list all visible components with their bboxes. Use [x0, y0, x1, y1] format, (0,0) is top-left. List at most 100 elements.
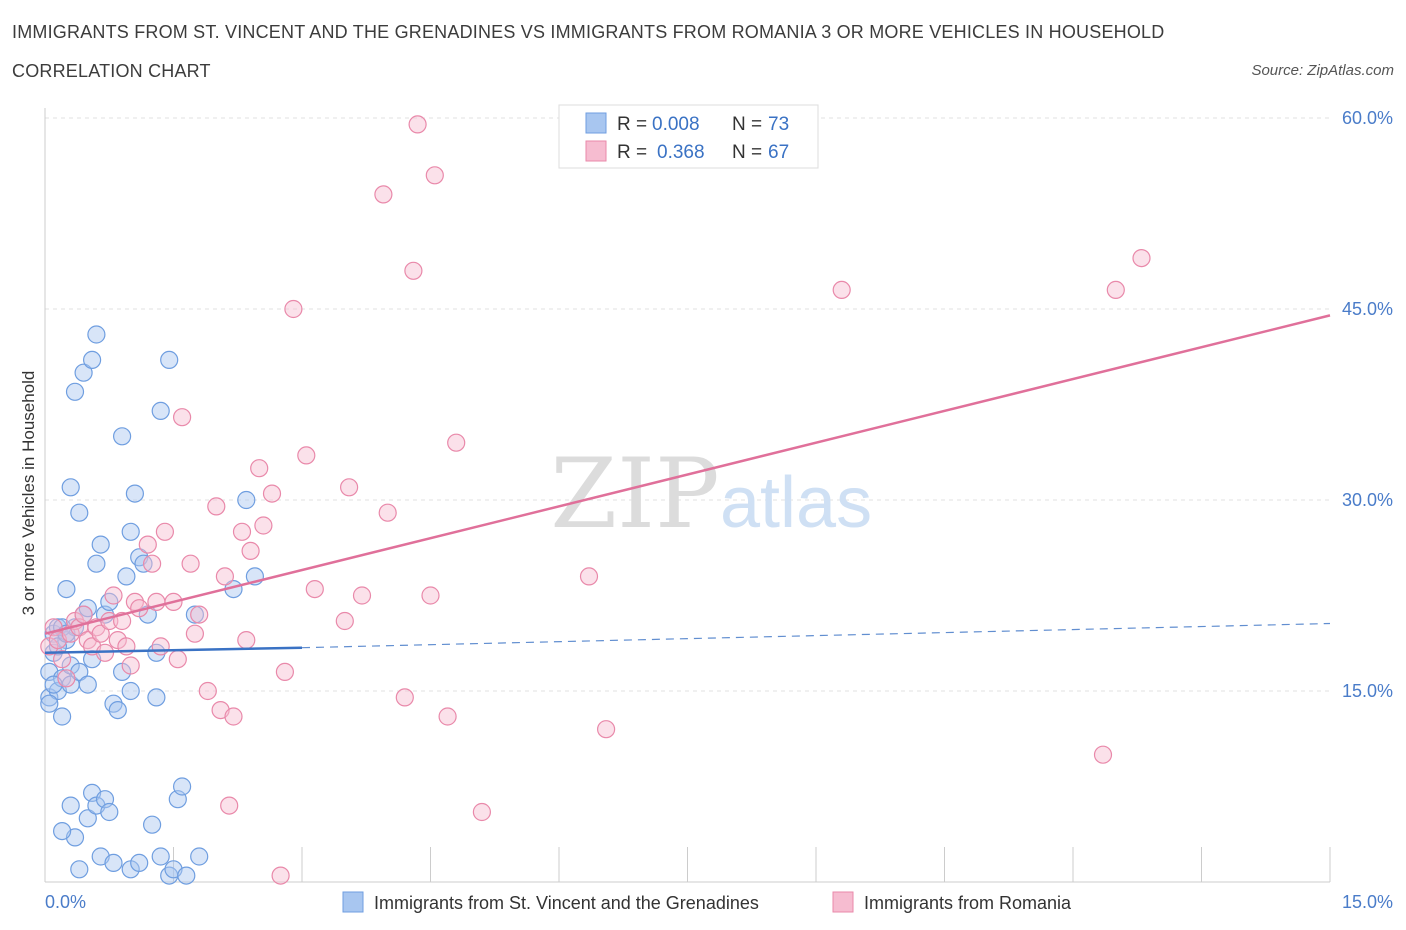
point-series-1-43: [185, 605, 204, 624]
y-tick-label-3: 60.0%: [1342, 108, 1393, 128]
point-series-2-47: [284, 299, 303, 319]
y-tick-label-0: 15.0%: [1342, 681, 1393, 701]
point-series-1-72: [52, 821, 72, 841]
point-series-2-19: [121, 656, 140, 675]
point-series-1-64: [143, 815, 162, 834]
legend-r-value-1: 0.008: [652, 114, 700, 135]
point-series-2-61: [447, 433, 466, 452]
watermark: ZIP atlas: [550, 438, 872, 550]
point-series-2-37: [220, 796, 239, 815]
point-series-2-55: [395, 688, 414, 707]
point-series-2-66: [1093, 745, 1113, 764]
x-tick-label-0: 0.0%: [45, 892, 86, 912]
point-series-2-50: [335, 611, 354, 631]
legend-n-label-2: N =: [732, 142, 762, 163]
point-series-1-24: [87, 554, 106, 573]
point-series-1-61: [104, 853, 123, 873]
point-series-2-28: [168, 650, 187, 669]
point-series-1-34: [121, 681, 140, 701]
point-series-2-62: [472, 802, 491, 822]
legend: R = 0.008 N = 73 R = 0.368 N = 67: [558, 104, 819, 169]
y-axis-label: 3 or more Vehicles in Household: [19, 371, 38, 616]
point-series-1-40: [147, 688, 166, 707]
point-series-2-38: [224, 707, 243, 726]
point-series-1-9: [57, 579, 76, 599]
point-series-2-4: [57, 669, 76, 688]
point-series-2-53: [374, 185, 393, 204]
point-series-1-69: [173, 777, 192, 796]
point-series-2-63: [579, 567, 599, 586]
watermark-atlas: atlas: [720, 463, 872, 543]
point-series-1-6: [52, 707, 72, 726]
point-series-2-26: [155, 522, 174, 541]
x-tick-label-1: 15.0%: [1342, 892, 1393, 912]
point-series-2-15: [104, 586, 123, 605]
point-series-2-22: [138, 535, 157, 554]
point-series-2-57: [408, 115, 427, 134]
point-series-1-32: [117, 567, 136, 586]
point-series-1-42: [160, 350, 179, 369]
point-series-2-44: [262, 484, 282, 503]
chart-title: IMMIGRANTS FROM ST. VINCENT AND THE GREN…: [12, 22, 1165, 42]
point-series-2-46: [275, 662, 294, 682]
point-series-2-56: [404, 261, 423, 280]
point-series-1-15: [70, 503, 89, 522]
legend-n-value-1: 73: [768, 114, 789, 135]
point-series-1-55: [78, 809, 97, 828]
bottom-legend-label-2: Immigrants from Romania: [864, 893, 1072, 913]
point-series-2-54: [378, 503, 397, 522]
point-series-1-20: [78, 675, 97, 694]
point-series-2-8: [74, 605, 93, 624]
point-series-2-32: [190, 605, 209, 624]
point-series-1-65: [151, 847, 170, 866]
point-series-2-59: [425, 166, 444, 185]
point-series-2-33: [198, 681, 217, 701]
point-series-2-41: [241, 541, 260, 561]
point-series-2-3: [52, 650, 72, 669]
point-series-1-60: [100, 802, 119, 822]
watermark-zip: ZIP: [550, 438, 719, 550]
point-series-1-70: [177, 866, 196, 885]
axes: [44, 108, 1331, 883]
bottom-legend-swatch-2: [832, 891, 854, 913]
point-series-2-29: [173, 408, 192, 427]
legend-swatch-series-2: [585, 140, 607, 162]
point-series-2-64: [596, 720, 616, 739]
point-series-2-23: [143, 554, 162, 573]
point-series-2-48: [297, 446, 316, 465]
point-series-2-39: [232, 522, 252, 541]
point-series-1-23: [87, 325, 106, 344]
trend-lines: [44, 314, 1331, 655]
legend-r-label-1: R =: [617, 114, 647, 135]
point-series-1-47: [40, 694, 59, 713]
trend-line-series-2: [44, 314, 1331, 635]
bottom-legend-swatch-1: [342, 891, 364, 913]
point-series-2-52: [352, 586, 372, 605]
point-series-2-58: [421, 586, 440, 605]
point-series-1-33: [121, 522, 140, 541]
point-series-1-35: [125, 484, 144, 503]
point-series-1-45: [237, 490, 256, 510]
trend-extension-series-1: [301, 622, 1331, 649]
legend-r-label-2: R =: [617, 142, 647, 163]
point-series-2-43: [254, 516, 273, 535]
legend-n-value-2: 67: [768, 142, 789, 163]
point-series-1-25: [91, 535, 110, 554]
chart-subtitle: CORRELATION CHART: [12, 61, 211, 81]
point-series-1-13: [65, 382, 85, 401]
trend-line-series-1: [44, 646, 303, 655]
point-series-1-54: [70, 860, 89, 879]
point-series-2-30: [181, 554, 200, 573]
point-series-2-60: [438, 707, 457, 726]
legend-r-value-2: 0.368: [657, 142, 705, 163]
legend-n-label-1: N =: [732, 114, 762, 135]
point-series-1-52: [61, 796, 80, 815]
point-series-1-29: [108, 700, 127, 720]
point-series-1-21: [82, 350, 102, 369]
point-series-1-17: [74, 363, 93, 382]
point-series-2-36: [215, 567, 234, 586]
bottom-legend: Immigrants from St. Vincent and the Gren…: [342, 891, 1072, 913]
data-points: [40, 115, 1151, 885]
point-series-2-67: [1106, 280, 1125, 299]
